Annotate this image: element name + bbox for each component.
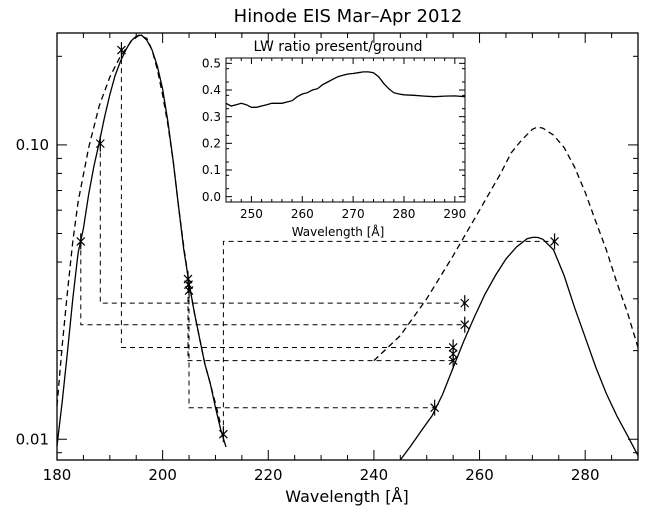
inset-y-tick-label: 0.4 — [202, 83, 221, 97]
inset-y-tick-label: 0.1 — [202, 163, 221, 177]
inset-x-axis-label: Wavelength [Å] — [292, 224, 385, 239]
inset-x-tick-label: 260 — [291, 207, 314, 221]
inset-series-line-0 — [225, 71, 466, 108]
main-data-marker — [448, 352, 458, 369]
main-data-marker — [550, 233, 559, 250]
main-connector-line — [188, 290, 435, 409]
main-x-axis-label: Wavelength [Å] — [285, 487, 408, 506]
main-chart-title: Hinode EIS Mar–Apr 2012 — [234, 6, 463, 27]
main-x-tick-label: 260 — [465, 466, 494, 484]
main-series-line-1 — [399, 236, 639, 461]
main-data-marker — [218, 426, 228, 443]
inset-plot-area: 250 260 270 280 290 0.0 0.1 0.2 0.3 0.4 0.5 — [202, 57, 466, 221]
inset-x-tick-label: 250 — [240, 207, 263, 221]
main-connector-line — [222, 240, 555, 435]
main-series-line-3 — [373, 126, 639, 362]
inset-chart-title: LW ratio present/ground — [253, 39, 422, 55]
main-x-tick-label: 220 — [254, 466, 283, 484]
main-connector-line — [120, 50, 454, 348]
main-data-marker — [430, 399, 440, 416]
inset-frame — [225, 57, 466, 203]
main-data-marker — [460, 316, 470, 333]
main-connector-line — [80, 241, 465, 326]
main-connector-line — [187, 279, 454, 362]
main-data-marker — [460, 295, 470, 312]
main-x-tick-label: 240 — [360, 466, 389, 484]
main-x-tick-label: 280 — [571, 466, 600, 484]
inset-y-tick-label: 0.0 — [202, 190, 221, 204]
main-data-marker — [76, 233, 86, 250]
main-data-marker — [184, 282, 194, 299]
main-x-tick-label: 200 — [148, 466, 177, 484]
main-y-tick-label: 0.01 — [16, 430, 49, 448]
inset-x-tick-label: 270 — [342, 207, 365, 221]
inset-y-tick-label: 0.2 — [202, 137, 221, 151]
main-x-tick-label: 180 — [43, 466, 72, 484]
main-data-marker — [117, 42, 126, 59]
inset-y-tick-label: 0.3 — [202, 110, 221, 124]
main-y-tick-label: 0.10 — [16, 136, 49, 154]
inset-y-tick-label: 0.5 — [202, 57, 221, 71]
inset-x-tick-label: 280 — [393, 207, 416, 221]
main-data-marker — [95, 135, 105, 152]
main-series-line-2 — [56, 34, 222, 425]
inset-x-tick-label: 290 — [443, 207, 466, 221]
